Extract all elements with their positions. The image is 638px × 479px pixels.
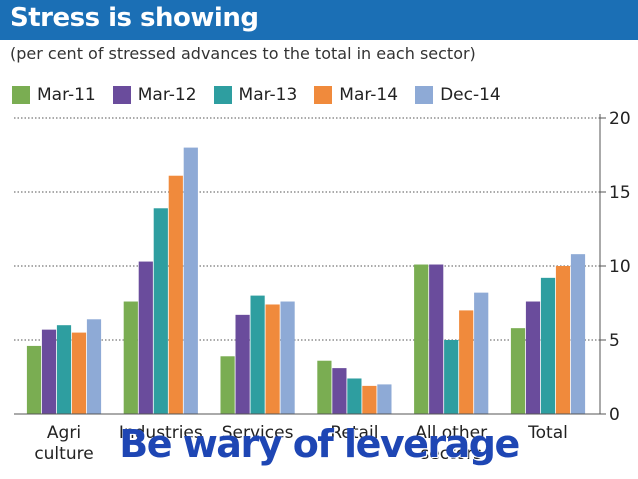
y-tick-label: 15 [609,183,631,203]
x-tick-label: Retail [330,423,378,443]
bar [429,264,444,414]
bar [153,208,168,414]
legend-item: Mar-11 [12,85,96,105]
bar [347,378,362,414]
bar [41,329,57,414]
bar [183,147,198,414]
legend-swatch [314,86,333,104]
bar [235,314,250,414]
legend-swatch [12,86,30,104]
bar [570,254,586,414]
bar [459,310,474,414]
x-tick-label: Agri culture [34,423,93,464]
bar [510,328,526,414]
bar [474,292,489,414]
legend-label: Dec-14 [440,85,501,105]
y-tick-label: 0 [609,405,620,425]
legend-item: Mar-14 [314,85,398,105]
x-tick-label: Industries [119,423,203,443]
bar [86,319,102,414]
bar [317,360,332,414]
bar [280,301,295,414]
legend-swatch [213,86,232,104]
chart-title: Stress is showing [10,3,259,33]
bar [220,356,235,414]
legend-label: Mar-14 [339,85,399,105]
bar [362,385,377,414]
legend-item: Mar-12 [112,85,197,105]
chart-subtitle: (per cent of stressed advances to the to… [10,44,476,63]
bar [265,304,280,414]
bar [525,301,541,414]
bar [332,368,347,414]
x-tick-label: Services [222,423,294,443]
legend-label: Mar-11 [37,85,96,105]
x-tick-label: All other sectors [415,423,487,464]
legend-label: Mar-13 [238,85,298,105]
bar [26,345,42,414]
legend-label: Mar-12 [137,85,197,105]
chart-header [0,0,638,40]
legend-swatch [112,86,131,104]
bar [56,325,72,414]
x-tick-label: Total [527,423,568,443]
bar [138,261,153,414]
bar [377,384,392,414]
y-tick-label: 5 [609,331,620,351]
y-tick-label: 20 [609,109,631,129]
bar [555,266,571,414]
bar [444,340,459,414]
bar [168,175,183,414]
bar [250,295,265,414]
bar [414,264,429,414]
y-tick-label: 10 [609,257,631,277]
bar [540,277,556,414]
bar [123,301,138,414]
bar [71,332,87,414]
legend-item: Mar-13 [213,85,298,105]
legend-swatch [415,86,434,104]
chart-legend: Mar-11 Mar-12 Mar-13 Mar-14 Dec-14 [12,83,518,107]
legend-item: Dec-14 [415,85,501,105]
